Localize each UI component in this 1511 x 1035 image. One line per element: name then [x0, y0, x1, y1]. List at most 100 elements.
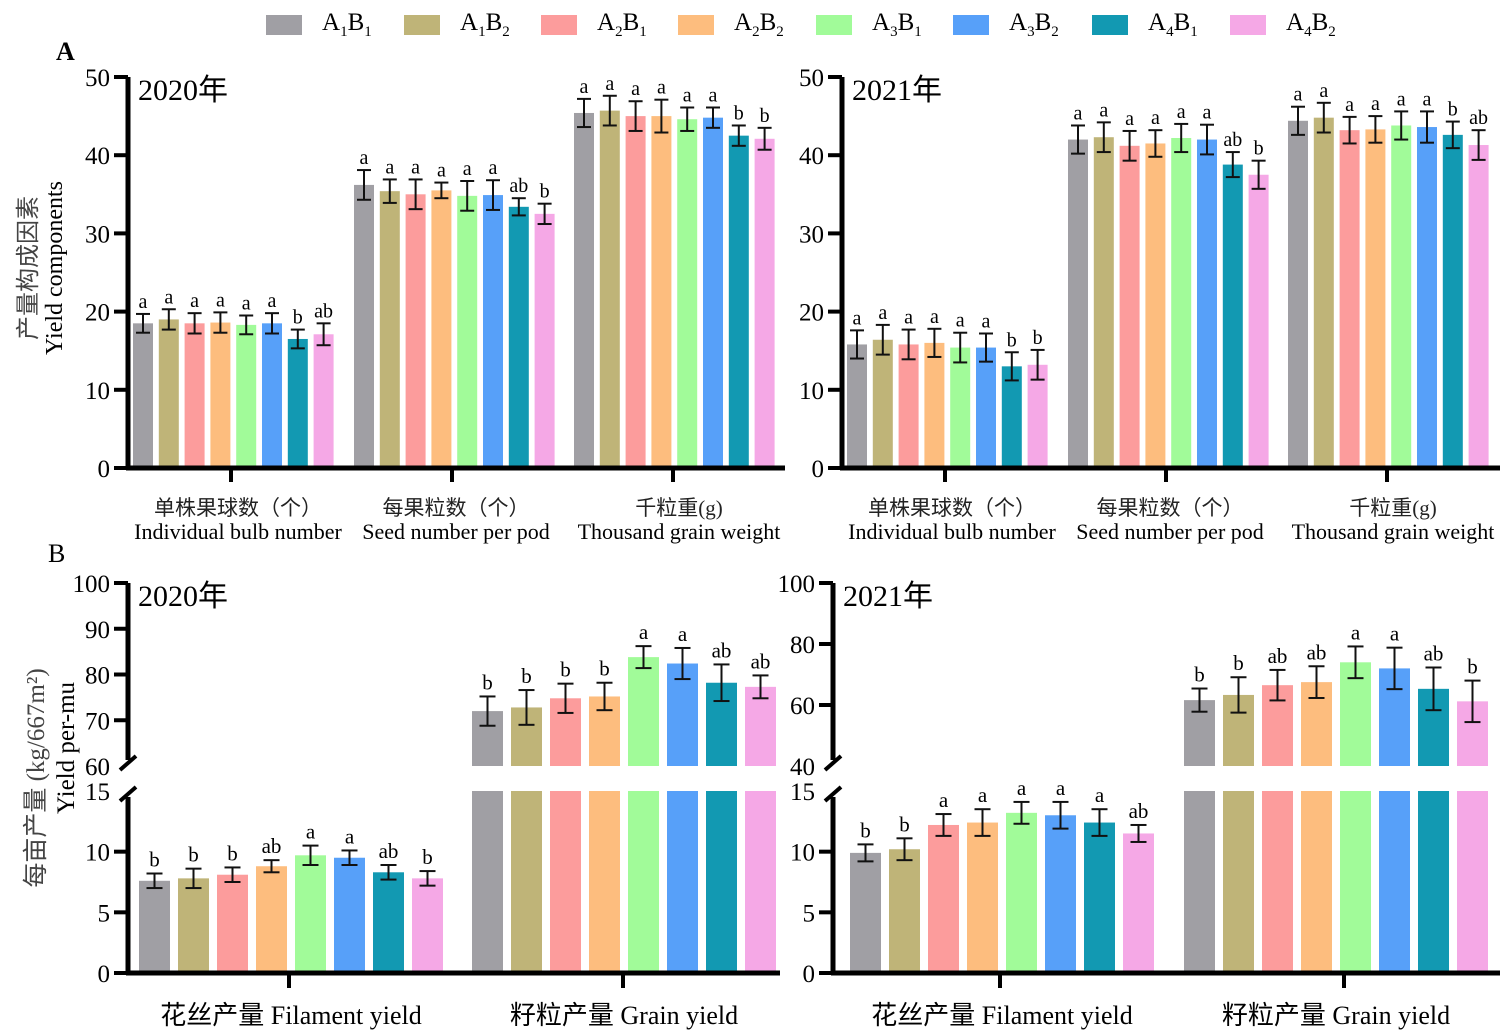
significance-letter: ab [1424, 641, 1444, 665]
significance-letter: a [345, 824, 355, 848]
panel-label-a: A [56, 37, 75, 66]
bar [847, 344, 867, 468]
x-tick-label-cn: 千粒重(g) [1349, 496, 1437, 520]
panel-label-b: B [48, 539, 65, 568]
x-tick-label-cn: 每果粒数（个） [383, 496, 530, 520]
bar-lower-segment [1223, 791, 1254, 973]
chart-title: 2020年 [138, 580, 228, 613]
legend-swatch [541, 15, 577, 35]
y-tick-label: 10 [790, 840, 815, 867]
bar [967, 822, 998, 973]
bar [1222, 164, 1243, 469]
bar [139, 880, 170, 973]
significance-letter: b [1194, 663, 1205, 687]
bar [1339, 130, 1360, 468]
significance-letter: b [1007, 329, 1017, 351]
bar [483, 195, 503, 468]
x-tick-label: 花丝产量 Filament yield [871, 1001, 1132, 1030]
y-axis-label-cn: 产量构成因素 [15, 196, 42, 340]
significance-letter: b [149, 848, 160, 872]
significance-letter: ab [509, 175, 528, 197]
y-tick-label: 30 [85, 221, 110, 248]
bar [728, 135, 749, 468]
legend-item: A2B2 [678, 9, 784, 40]
bar [262, 323, 282, 468]
bar-lower-segment [628, 791, 659, 973]
significance-letter: b [734, 102, 744, 124]
bar-upper-segment [1340, 662, 1371, 766]
significance-letter: a [139, 291, 148, 313]
bar-lower-segment [589, 791, 620, 973]
significance-letter: b [1033, 327, 1043, 349]
y-tick-label: 5 [803, 900, 816, 927]
bar [287, 338, 308, 468]
significance-letter: a [268, 290, 277, 312]
y-axis-label-en: Yield components [42, 181, 68, 355]
significance-letter: ab [751, 649, 771, 673]
bar [651, 116, 672, 468]
y-tick-label: 70 [85, 708, 110, 735]
significance-letter: a [853, 307, 862, 329]
significance-letter: ab [262, 834, 282, 858]
y-tick-label: 100 [778, 571, 816, 598]
bar [850, 852, 881, 973]
significance-letter: a [1294, 84, 1303, 106]
bar [405, 194, 426, 469]
legend-item: A3B2 [953, 9, 1059, 40]
significance-letter: b [293, 307, 303, 329]
significance-letter: b [1448, 99, 1458, 121]
y-tick-label: 40 [85, 143, 110, 170]
x-tick-label-en: Thousand grain weight [1292, 519, 1495, 544]
significance-letter: ab [1268, 644, 1288, 668]
significance-letter: b [860, 818, 871, 842]
legend-swatch [1230, 15, 1266, 35]
bar [236, 324, 257, 468]
chart-title: 2021年 [843, 580, 933, 613]
y-tick-label: 5 [98, 900, 111, 927]
bar [256, 866, 287, 973]
significance-letter: a [360, 147, 369, 169]
significance-letter: a [1125, 108, 1134, 130]
significance-letter: a [190, 290, 199, 312]
significance-letter: a [1390, 622, 1400, 646]
y-tick-label: 100 [73, 571, 111, 598]
significance-letter: a [1099, 99, 1108, 121]
legend-item: A1B1 [266, 9, 372, 40]
x-tick-label-cn: 单株果球数（个） [154, 496, 322, 520]
bar [1365, 129, 1386, 469]
bar-lower-segment [706, 791, 737, 973]
significance-letter: a [411, 156, 420, 178]
bar [754, 138, 775, 468]
bar-lower-segment [667, 791, 698, 973]
significance-letter: a [678, 622, 688, 646]
legend-label: A1B2 [460, 9, 510, 40]
significance-letter: a [709, 84, 718, 106]
bar [928, 824, 959, 973]
significance-letter: b [540, 181, 550, 203]
bar [313, 334, 334, 468]
axis-break-mark [823, 785, 843, 803]
significance-letter: a [605, 73, 614, 95]
bar [872, 339, 893, 468]
bar [217, 874, 248, 973]
bar-upper-segment [628, 657, 659, 766]
legend-label: A2B2 [734, 9, 784, 40]
significance-letter: a [242, 293, 251, 315]
significance-letter: b [1254, 138, 1264, 160]
bar [1119, 145, 1140, 469]
significance-letter: a [385, 156, 394, 178]
x-tick-label-en: Thousand grain weight [578, 519, 781, 544]
bar [924, 342, 945, 468]
significance-letter: a [1397, 88, 1406, 110]
bar [1006, 812, 1037, 973]
bar-lower-segment [511, 791, 542, 973]
significance-letter: b [899, 812, 910, 836]
bar [184, 323, 205, 468]
significance-letter: a [437, 160, 446, 182]
significance-letter: b [521, 664, 532, 688]
bar [1171, 137, 1192, 468]
x-tick-label-en: Seed number per pod [362, 519, 550, 544]
significance-letter: a [1345, 94, 1354, 116]
bar [625, 116, 646, 468]
significance-letter: a [306, 820, 316, 844]
